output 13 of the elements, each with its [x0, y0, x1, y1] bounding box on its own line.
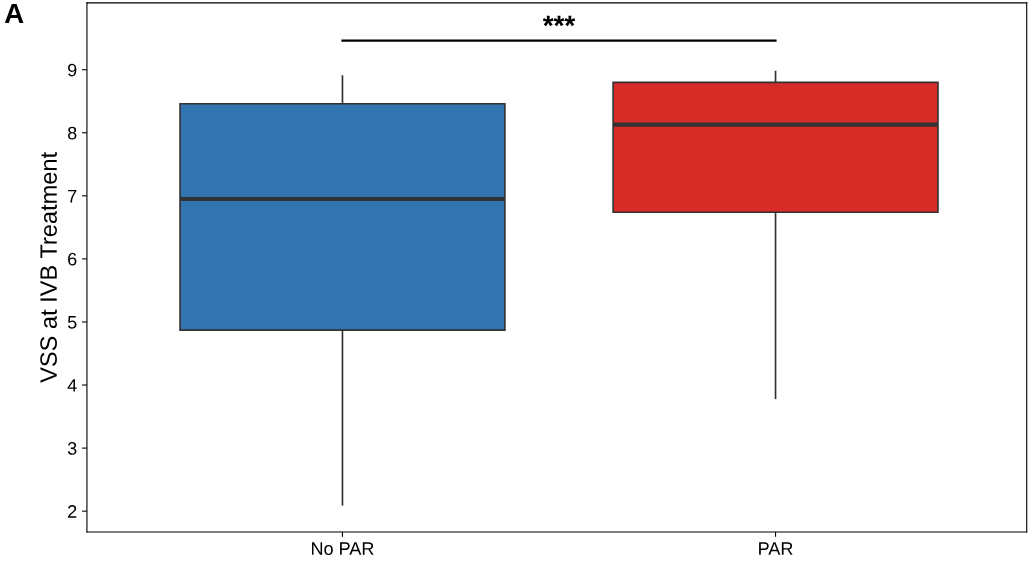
- y-tick-label: 3: [67, 442, 77, 455]
- annotation: ***: [542, 15, 576, 27]
- x-tick-label: No PAR: [311, 542, 374, 555]
- y-tick-label: 8: [67, 126, 77, 140]
- text: A: [4, 3, 24, 23]
- x-tick-label: PAR: [759, 542, 793, 555]
- y-tick-label: 5: [67, 316, 77, 329]
- y-axis-title: VSS at IVB Treatment: [40, 152, 57, 383]
- y-tick-label: 6: [68, 252, 77, 266]
- y-tick-label: 7: [68, 189, 77, 203]
- y-tick-label: 4: [67, 379, 77, 392]
- y-tick-label: 9: [68, 63, 77, 77]
- y-tick-label: 2: [68, 505, 77, 518]
